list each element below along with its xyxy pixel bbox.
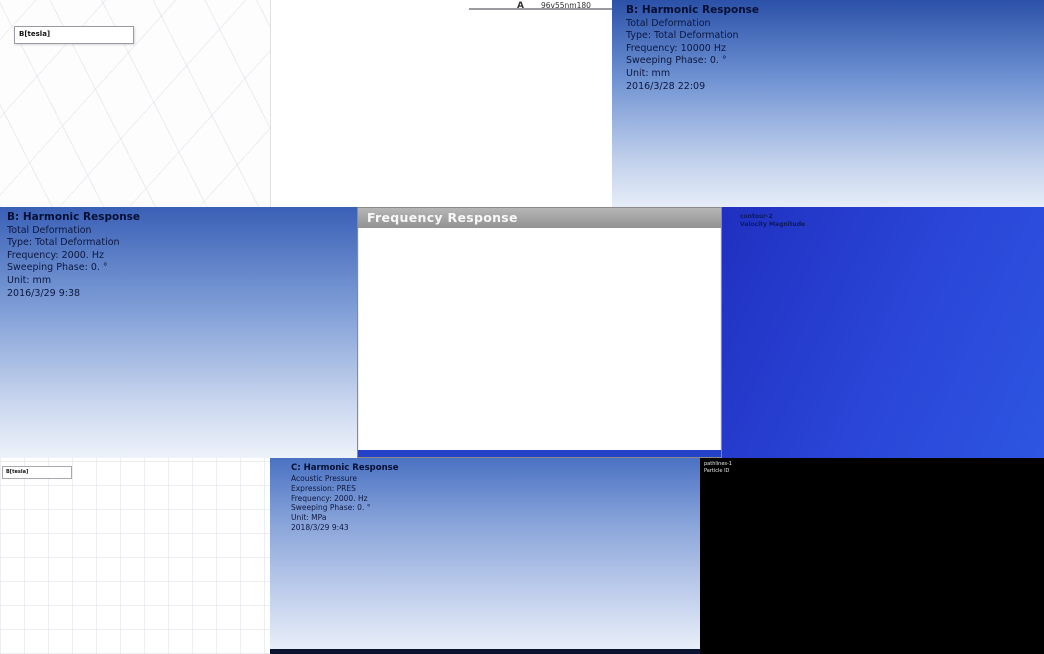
legend-title-line2: Velocity Magnitude [740, 221, 806, 229]
analysis-info-block: B: Harmonic Response Total Deformation Ty… [7, 211, 140, 300]
info-line: Frequency: 2000. Hz [291, 493, 368, 503]
current-waveform-chart [271, 0, 613, 207]
disc-render [270, 458, 700, 654]
particle-id-legend: pathlines-1 Particle ID [704, 461, 732, 476]
wheel-render [0, 207, 357, 458]
panel-pathlines: pathlines-1 Particle ID [700, 458, 1044, 654]
analysis-info-lines: Acoustic Pressure Expression: PRES Frequen… [291, 474, 398, 533]
cfd-gear-render [722, 207, 1044, 458]
legend-title-line1: contour-2 [740, 213, 773, 220]
info-line: Type: Total Deformation [7, 237, 120, 249]
legend-title-line1: pathlines-1 [704, 461, 732, 467]
streamline-render [700, 458, 1044, 654]
legend-title-line2: Particle ID [704, 467, 730, 474]
info-line: 2016/3/29 9:38 [7, 287, 81, 299]
analysis-title: B: Harmonic Response [626, 4, 760, 16]
frequency-response-chart [359, 228, 720, 450]
info-line: Unit: mm [626, 67, 671, 79]
info-line: Expression: PRES [291, 483, 356, 493]
analysis-info-block: C: Harmonic Response Acoustic Pressure Ex… [291, 463, 398, 533]
rotor-field-render [0, 458, 270, 654]
panel-acoustic-disc: C: Harmonic Response Acoustic Pressure Ex… [270, 458, 700, 654]
panel-current-plot: A 96v55nm180 [270, 0, 613, 207]
info-line: Frequency: 10000 Hz [626, 42, 726, 54]
curve-info-table [469, 8, 612, 10]
analysis-info-lines: Total Deformation Type: Total Deformation… [7, 225, 140, 300]
panel-frequency-response-window: Frequency Response [357, 207, 722, 458]
info-line: Sweeping Phase: 0. ° [7, 262, 108, 274]
info-line: 2016/3/28 22:09 [626, 80, 706, 92]
velocity-legend: contour-2 Velocity Magnitude [740, 213, 805, 232]
field-legend: B[tesla] [2, 466, 72, 479]
legend-title: B[tesla] [19, 30, 51, 38]
analysis-title: B: Harmonic Response [7, 211, 141, 223]
info-line: Unit: MPa [291, 513, 327, 523]
panel-cfd-velocity: contour-2 Velocity Magnitude [722, 207, 1044, 458]
info-line: Sweeping Phase: 0. ° [626, 55, 727, 67]
window-bottom-edge [358, 450, 721, 457]
legend-title: B[tesla] [6, 469, 29, 475]
info-line: Frequency: 2000. Hz [7, 249, 104, 261]
info-line: 2018/3/29 9:43 [291, 522, 349, 532]
panel-maxwell-coil: B[tesla] [0, 0, 270, 207]
info-line: Type: Total Deformation [626, 30, 739, 42]
model-label: 96v55nm180 [541, 1, 591, 10]
panel-maxwell-rotor: B[tesla] [0, 458, 270, 654]
wheel-render [612, 0, 1044, 207]
info-line: Total Deformation [626, 17, 711, 29]
frequency-response-charts [359, 228, 720, 450]
analysis-title: C: Harmonic Response [291, 463, 399, 473]
analysis-info-lines: Total Deformation Type: Total Deformation… [626, 18, 759, 93]
window-titlebar[interactable]: Frequency Response [358, 208, 721, 228]
plot-title: A [517, 1, 524, 11]
info-line: Sweeping Phase: 0. ° [291, 503, 371, 513]
info-line: Acoustic Pressure [291, 474, 357, 484]
analysis-info-block: B: Harmonic Response Total Deformation Ty… [626, 4, 759, 93]
panel-harmonic-wheel-10000hz: B: Harmonic Response Total Deformation Ty… [612, 0, 1044, 207]
field-legend: B[tesla] [14, 26, 134, 44]
panel-harmonic-wheel-2000hz: B: Harmonic Response Total Deformation Ty… [0, 207, 357, 458]
info-line: Total Deformation [7, 224, 92, 236]
info-line: Unit: mm [7, 274, 52, 286]
